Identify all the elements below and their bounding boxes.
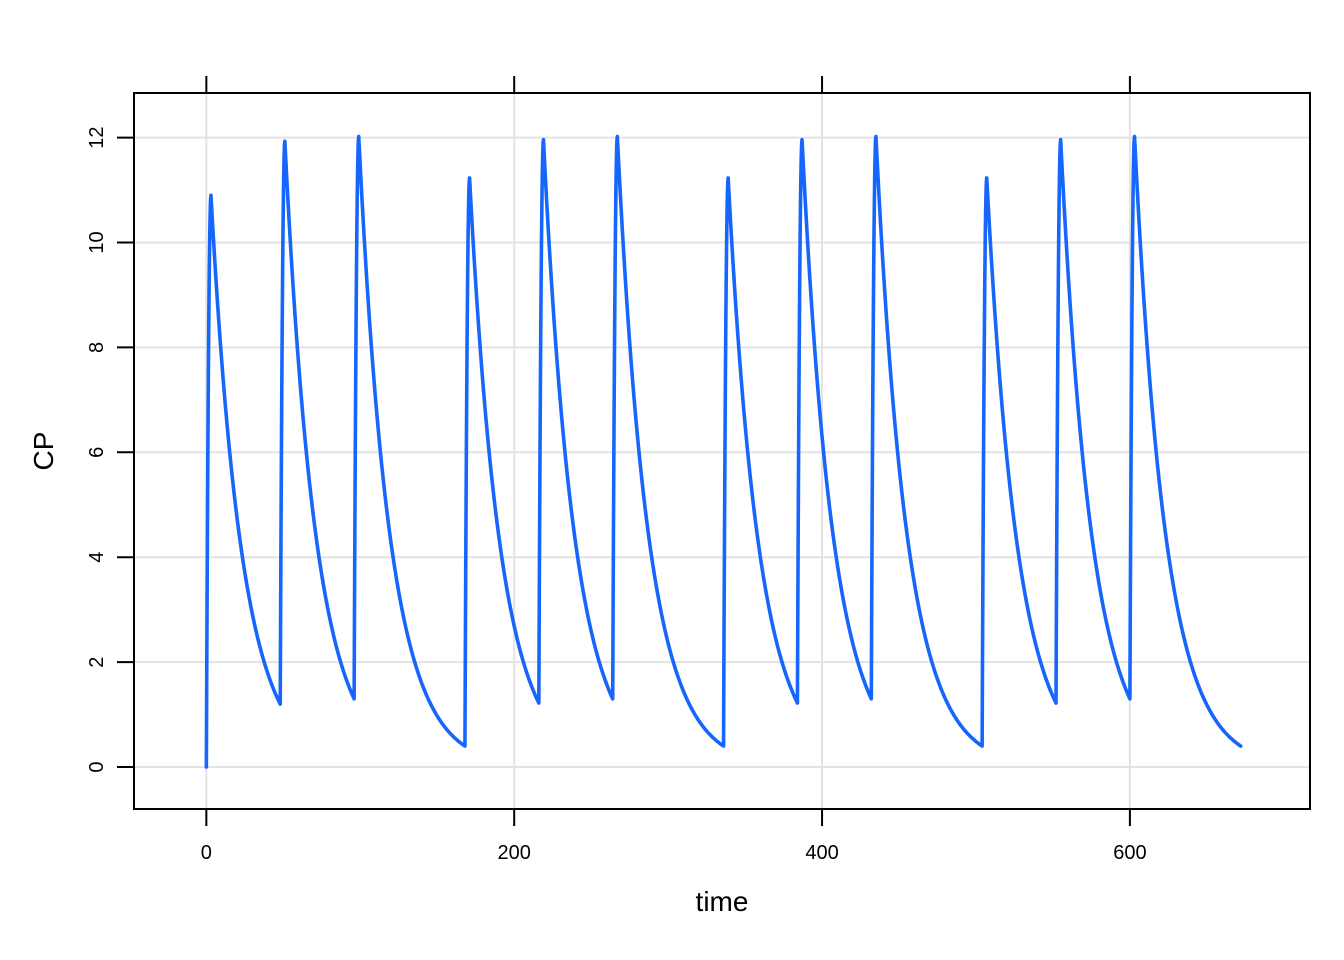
x-tick-label: 400 <box>805 842 838 864</box>
plot-frame <box>133 92 1311 810</box>
y-tick-label: 6 <box>86 447 108 458</box>
y-axis-title: CP <box>28 432 59 471</box>
x-axis-title: time <box>696 886 749 917</box>
y-tick-label: 12 <box>86 126 108 148</box>
x-tick-label: 200 <box>498 842 531 864</box>
y-tick-label: 4 <box>86 552 108 563</box>
x-tick-label: 600 <box>1113 842 1146 864</box>
x-tick-label: 0 <box>201 842 212 864</box>
series <box>204 134 1243 769</box>
cp-series-line <box>204 134 1243 769</box>
y-axis: 0 2 4 6 8 10 12 <box>86 126 134 773</box>
grid <box>134 93 1310 809</box>
y-tick-label: 10 <box>86 231 108 253</box>
x-axis: 0 200 400 600 <box>201 76 1147 864</box>
y-tick-label: 0 <box>86 761 108 772</box>
y-tick-label: 2 <box>86 657 108 668</box>
y-tick-label: 8 <box>86 342 108 353</box>
